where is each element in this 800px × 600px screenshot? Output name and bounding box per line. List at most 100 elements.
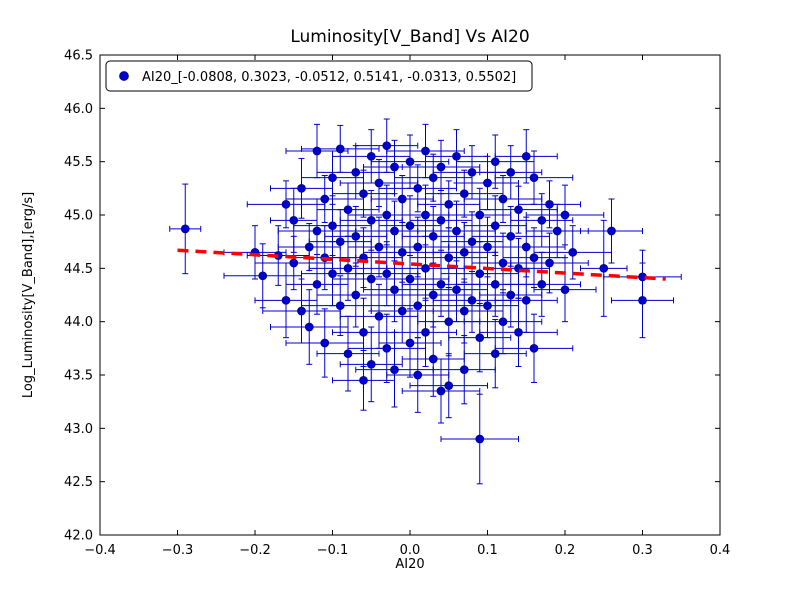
- data-point: [413, 301, 423, 311]
- data-point: [281, 295, 291, 305]
- data-point: [289, 215, 299, 225]
- data-point: [521, 242, 531, 252]
- data-point: [560, 210, 570, 220]
- data-point: [428, 290, 438, 300]
- data-point: [405, 221, 415, 231]
- data-point: [312, 279, 322, 289]
- data-point: [467, 237, 477, 247]
- data-point: [436, 386, 446, 396]
- data-point: [382, 269, 392, 279]
- data-point: [475, 434, 485, 444]
- data-point: [413, 242, 423, 252]
- y-tick-label: 44.0: [64, 315, 93, 330]
- data-point: [490, 279, 500, 289]
- data-point: [483, 242, 492, 252]
- y-tick-label: 46.0: [64, 102, 93, 117]
- data-point: [382, 141, 392, 151]
- data-point: [475, 269, 485, 279]
- data-point: [444, 199, 454, 209]
- data-point: [390, 162, 399, 172]
- data-point: [483, 178, 492, 188]
- data-point: [421, 327, 430, 337]
- data-point: [366, 359, 376, 369]
- data-point: [359, 189, 368, 199]
- data-point: [289, 258, 299, 268]
- data-point: [258, 271, 268, 281]
- data-point: [281, 199, 291, 209]
- x-tick-label: −0.2: [239, 543, 271, 558]
- data-point: [312, 226, 322, 236]
- data-point: [490, 349, 500, 359]
- data-point: [297, 306, 306, 316]
- data-point: [351, 231, 361, 241]
- data-point: [436, 215, 446, 225]
- data-point: [529, 343, 539, 353]
- data-point: [568, 247, 578, 257]
- data-point: [537, 279, 547, 289]
- x-tick-label: 0.4: [710, 543, 731, 558]
- y-tick-label: 42.5: [64, 475, 93, 490]
- data-point: [397, 247, 407, 257]
- data-point: [328, 269, 337, 279]
- data-point: [436, 162, 446, 172]
- y-axis-label: Log_Luminosity[V_Band],[erg/s]: [21, 192, 36, 398]
- data-point: [506, 290, 516, 300]
- data-point: [436, 279, 446, 289]
- data-point: [475, 333, 485, 343]
- data-point: [444, 317, 454, 327]
- data-point: [382, 343, 392, 353]
- data-point: [351, 290, 361, 300]
- data-point: [638, 295, 647, 305]
- data-point: [506, 231, 516, 241]
- data-point: [366, 274, 376, 284]
- data-point: [529, 173, 539, 183]
- trend-line: [177, 248, 666, 281]
- data-point: [335, 237, 345, 247]
- x-tick-label: −0.3: [162, 543, 194, 558]
- data-point: [514, 205, 523, 215]
- data-point: [390, 365, 399, 375]
- data-point: [498, 317, 508, 327]
- data-point: [452, 226, 461, 236]
- data-point: [475, 210, 485, 220]
- data-point: [374, 178, 384, 188]
- legend-box: [105, 60, 533, 92]
- x-tick-label: 0.0: [400, 543, 421, 558]
- data-point: [405, 338, 415, 348]
- data-point: [180, 224, 190, 234]
- data-point: [490, 157, 500, 167]
- data-point: [343, 205, 353, 215]
- data-point: [529, 253, 539, 263]
- data-point: [397, 194, 407, 204]
- data-point: [521, 295, 531, 305]
- x-tick-label: 0.2: [555, 543, 576, 558]
- data-point: [514, 327, 523, 337]
- data-point: [444, 381, 454, 391]
- legend: AI20_[-0.0808, 0.3023, -0.0512, 0.5141, …: [105, 60, 533, 92]
- y-tick-label: 44.5: [64, 262, 93, 277]
- data-point: [351, 167, 361, 177]
- data-point: [304, 322, 314, 332]
- data-point: [359, 375, 368, 385]
- x-tick-label: 0.3: [632, 543, 653, 558]
- x-axis-label: AI20: [395, 557, 424, 572]
- data-point: [452, 285, 461, 295]
- data-point: [444, 253, 454, 263]
- y-tick-label: 45.5: [64, 155, 93, 170]
- error-bars: [169, 118, 682, 485]
- data-point: [335, 301, 345, 311]
- data-point: [413, 183, 423, 193]
- data-point: [397, 306, 407, 316]
- data-point: [366, 215, 376, 225]
- y-tick-label: 45.0: [64, 209, 93, 224]
- data-point: [467, 167, 477, 177]
- data-point: [552, 226, 562, 236]
- data-point: [413, 370, 423, 380]
- data-point: [390, 226, 399, 236]
- data-point: [421, 146, 430, 156]
- data-point: [320, 338, 330, 348]
- scatter-points: [180, 141, 647, 444]
- data-point: [335, 144, 345, 154]
- data-point: [506, 167, 516, 177]
